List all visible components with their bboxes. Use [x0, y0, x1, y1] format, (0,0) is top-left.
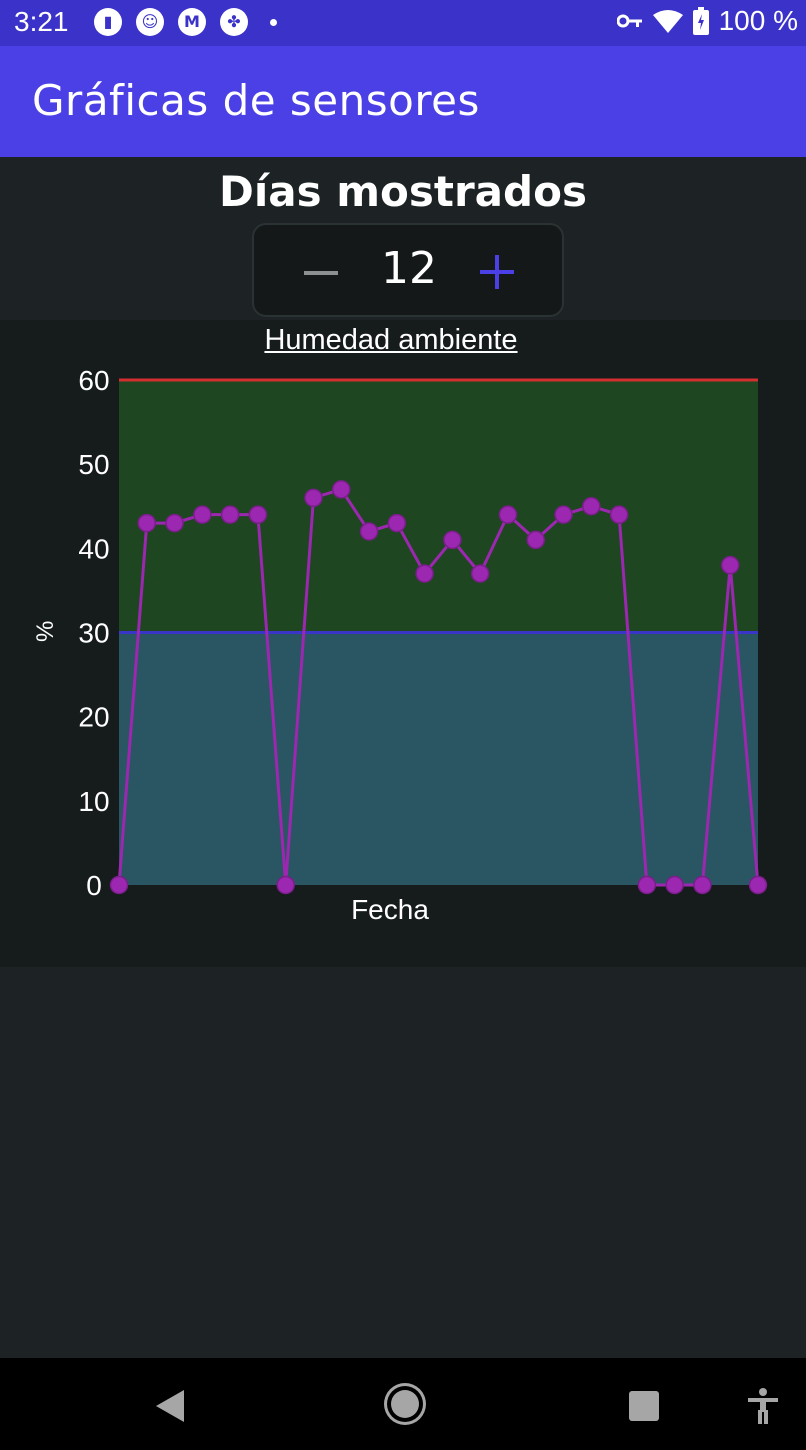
- days-value: 12: [381, 243, 437, 294]
- chart-title: Humedad ambiente: [264, 324, 518, 356]
- data-point: [470, 564, 490, 583]
- data-point: [720, 555, 740, 575]
- band-1: [119, 380, 758, 633]
- days-control-section: Días mostrados 12: [0, 157, 806, 320]
- key-icon: [616, 14, 642, 28]
- data-point: [582, 497, 601, 516]
- more-notifications-icon: [270, 19, 277, 26]
- data-point: [415, 564, 434, 583]
- status-time: 3:21: [14, 6, 69, 37]
- data-point: [359, 522, 379, 541]
- data-point: [248, 505, 268, 524]
- y-tick-label: 40: [78, 533, 109, 564]
- data-point: [304, 488, 323, 508]
- x-axis-label: Fecha: [351, 894, 429, 925]
- data-point: [193, 505, 212, 524]
- data-point: [526, 530, 545, 550]
- data-point: [443, 530, 462, 550]
- data-point: [665, 875, 684, 895]
- status-bar: 3:21 ▮ ☺ M ✤ 100 %: [0, 0, 806, 46]
- plus-icon[interactable]: [480, 255, 514, 289]
- data-point: [387, 513, 407, 533]
- wifi-icon: [652, 10, 683, 33]
- y-tick-label: 10: [78, 786, 109, 817]
- battery-level: 100 %: [718, 5, 798, 36]
- notification-icons: ▮ ☺ M ✤: [94, 8, 277, 36]
- data-point: [220, 505, 240, 524]
- data-point: [693, 875, 712, 895]
- days-stepper: 12: [252, 223, 564, 317]
- data-point: [109, 875, 129, 895]
- gmail-icon: M: [178, 8, 206, 36]
- data-point: [165, 513, 184, 533]
- back-icon[interactable]: [156, 1390, 184, 1422]
- y-axis-label: %: [32, 620, 59, 642]
- minus-icon[interactable]: [304, 245, 340, 295]
- pinwheel-icon: ✤: [220, 8, 248, 36]
- data-point: [748, 875, 768, 895]
- home-icon[interactable]: [391, 1390, 419, 1418]
- data-point: [498, 505, 518, 524]
- y-tick-label: 50: [78, 449, 109, 480]
- messages-icon: ☺: [136, 8, 164, 36]
- y-tick-label: 0: [86, 870, 102, 901]
- y-tick-label: 60: [78, 365, 109, 396]
- data-point: [332, 480, 351, 499]
- data-point: [637, 875, 657, 895]
- status-right: 100 %: [616, 5, 798, 37]
- band-0: [119, 632, 758, 885]
- navigation-bar: [0, 1358, 806, 1450]
- sync-icon: ▮: [94, 8, 122, 36]
- accessibility-icon[interactable]: [746, 1388, 780, 1424]
- data-point: [554, 505, 573, 524]
- days-title: Días mostrados: [219, 167, 587, 216]
- humidity-chart: 0 10 20 30 40 50 60: [78, 365, 768, 901]
- recents-icon[interactable]: [629, 1391, 659, 1421]
- app-title: Gráficas de sensores: [32, 76, 480, 125]
- humidity-chart-card: 0 10 20 30 40 50 60 Humedad ambiente % Fecha: [0, 320, 806, 967]
- y-tick-label: 20: [78, 702, 109, 733]
- y-tick-label: 30: [78, 618, 109, 649]
- data-point: [276, 875, 295, 895]
- battery-icon: [692, 7, 709, 35]
- data-point: [609, 505, 629, 524]
- data-point: [137, 513, 157, 533]
- app-bar: Gráficas de sensores: [0, 46, 806, 157]
